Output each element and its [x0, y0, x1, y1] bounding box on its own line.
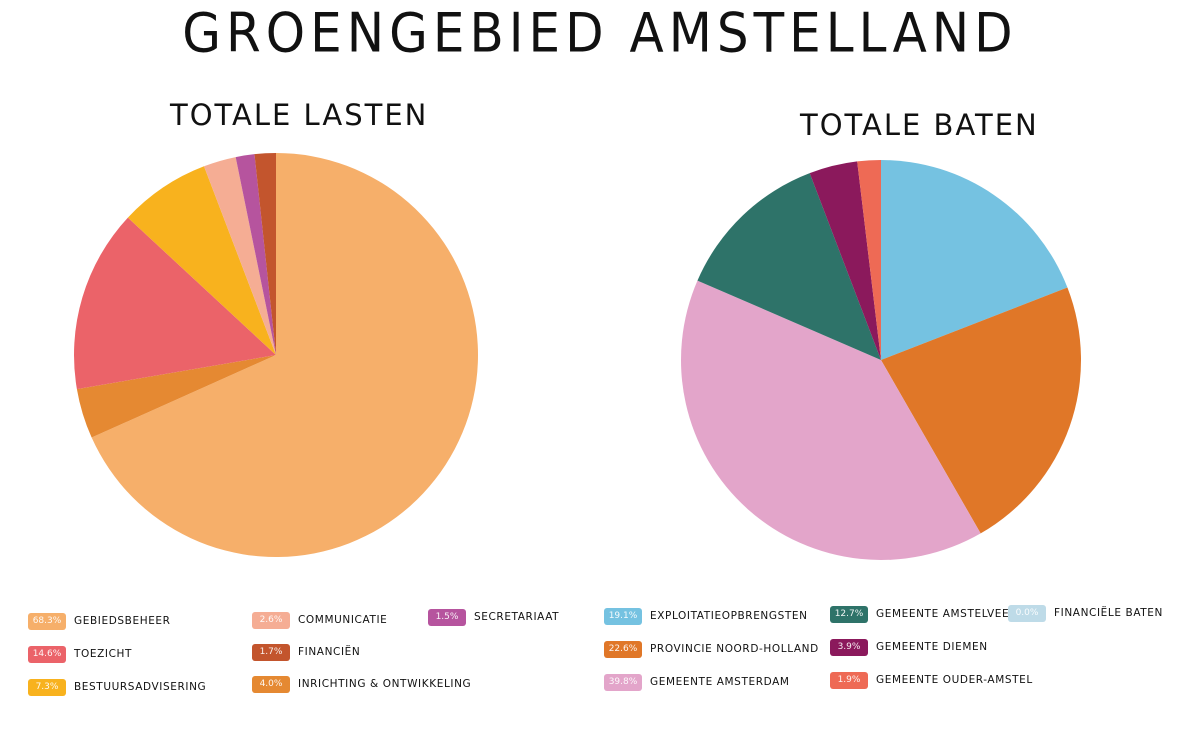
pie-slice-gebiedsbeheer: [91, 153, 478, 558]
legend-swatch: 12.7%: [830, 605, 868, 623]
legend-item-gemeente-diemen: 3.9% GEMEENTE DIEMEN: [830, 638, 988, 656]
pie-slice-bestuursadvisering: [127, 166, 277, 355]
lasten-chart-title: TOTALE LASTEN: [170, 98, 429, 132]
pie-slice-gemeente-ouder-amstel: [857, 160, 881, 360]
legend-swatch: 68.3%: [28, 612, 66, 630]
legend-item-communicatie: 2.6% COMMUNICATIE: [252, 611, 387, 629]
legend-swatch: 19.1%: [604, 607, 642, 625]
legend-item-gebiedsbeheer: 68.3% GEBIEDSBEHEER: [28, 612, 171, 630]
legend-swatch: 7.3%: [28, 678, 66, 696]
pie-slice-financi-n: [254, 153, 276, 355]
pie-slice-exploitatieopbrengsten: [881, 160, 1068, 360]
legend-label: GEMEENTE OUDER-AMSTEL: [876, 674, 1033, 686]
legend-label: INRICHTING & ONTWIKKELING: [298, 678, 472, 690]
pie-slice-gemeente-amstelveen: [697, 173, 881, 360]
legend-label: TOEZICHT: [74, 648, 133, 660]
legend-label: COMMUNICATIE: [298, 614, 388, 626]
legend-item-financien: 1.7% FINANCIËN: [252, 643, 360, 661]
legend-swatch: 14.6%: [28, 645, 66, 663]
legend-swatch: 3.9%: [830, 638, 868, 656]
legend-label: GEMEENTE DIEMEN: [876, 641, 988, 653]
legend-item-secretariaat: 1.5% SECRETARIAAT: [428, 608, 559, 626]
legend-label: FINANCIËLE BATEN: [1054, 607, 1163, 619]
legend-item-inrichting-ontwikkeling: 4.0% INRICHTING & ONTWIKKELING: [252, 675, 471, 693]
lasten-pie-chart: [73, 153, 478, 558]
legend-item-gemeente-ouder-amstel: 1.9% GEMEENTE OUDER-AMSTEL: [830, 671, 1033, 689]
legend-item-financiele-baten: 0.0% FINANCIËLE BATEN: [1008, 604, 1163, 622]
legend-item-gemeente-amstelveen: 12.7% GEMEENTE AMSTELVEEN: [830, 605, 1018, 623]
legend-label: EXPLOITATIEOPBRENGSTEN: [650, 610, 808, 622]
legend-label: GEMEENTE AMSTELVEEN: [876, 608, 1018, 620]
legend-item-gemeente-amsterdam: 39.8% GEMEENTE AMSTERDAM: [604, 673, 790, 691]
pie-slice-provincie-noord-holland: [881, 287, 1081, 534]
legend-swatch: 22.6%: [604, 640, 642, 658]
baten-chart-title: TOTALE BATEN: [800, 108, 1039, 142]
legend-label: GEMEENTE AMSTERDAM: [650, 676, 790, 688]
legend-swatch: 2.6%: [252, 611, 290, 629]
legend-item-bestuursadvisering: 7.3% BESTUURSADVISERING: [28, 678, 206, 696]
pie-slice-inrichting-ontwikkeling: [76, 355, 276, 438]
legend-label: SECRETARIAAT: [474, 611, 560, 623]
legend-swatch: 39.8%: [604, 673, 642, 691]
legend-item-exploitatieopbrengsten: 19.1% EXPLOITATIEOPBRENGSTEN: [604, 607, 808, 625]
baten-pie-chart: [681, 160, 1081, 560]
pie-slice-gemeente-diemen: [809, 161, 881, 360]
legend-swatch: 4.0%: [252, 675, 290, 693]
legend-swatch: 1.9%: [830, 671, 868, 689]
pie-slice-secretariaat: [235, 154, 276, 355]
legend-item-toezicht: 14.6% TOEZICHT: [28, 645, 132, 663]
legend-label: PROVINCIE NOORD-HOLLAND: [650, 643, 819, 655]
legend-swatch: 1.7%: [252, 643, 290, 661]
page-title: GROENGEBIED AMSTELLAND: [182, 1, 1018, 65]
legend-item-provincie-noord-holland: 22.6% PROVINCIE NOORD-HOLLAND: [604, 640, 819, 658]
pie-slice-communicatie: [204, 157, 276, 355]
legend-swatch: 0.0%: [1008, 604, 1046, 622]
pie-slice-gemeente-amsterdam: [681, 280, 981, 560]
legend-label: FINANCIËN: [298, 646, 361, 658]
legend-label: GEBIEDSBEHEER: [74, 615, 171, 627]
legend-swatch: 1.5%: [428, 608, 466, 626]
legend-label: BESTUURSADVISERING: [74, 681, 207, 693]
pie-slice-toezicht: [73, 217, 276, 390]
